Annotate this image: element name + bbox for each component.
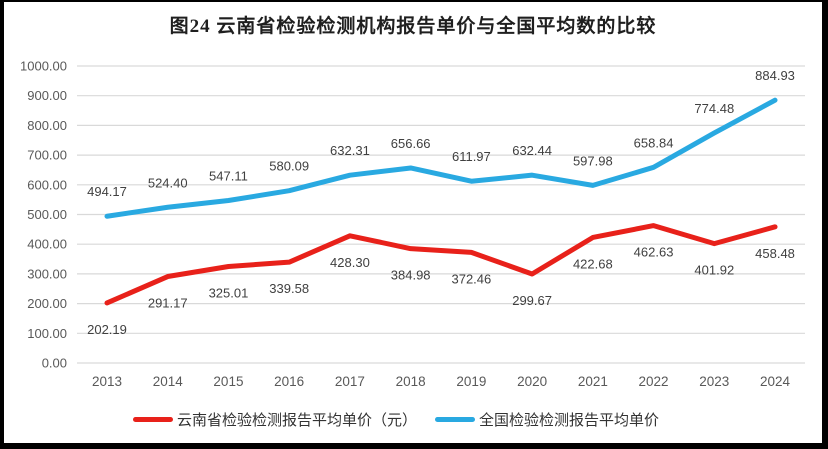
svg-text:372.46: 372.46 — [451, 271, 491, 286]
svg-text:2021: 2021 — [578, 374, 608, 389]
svg-text:384.98: 384.98 — [391, 268, 431, 283]
chart-title: 图24 云南省检验检测机构报告单价与全国平均数的比较 — [169, 16, 657, 37]
svg-text:600.00: 600.00 — [27, 177, 67, 192]
svg-text:700.00: 700.00 — [27, 148, 67, 163]
svg-text:2020: 2020 — [517, 374, 547, 389]
svg-text:300.00: 300.00 — [27, 266, 67, 281]
svg-text:800.00: 800.00 — [27, 118, 67, 133]
svg-text:656.66: 656.66 — [391, 136, 431, 151]
svg-text:339.58: 339.58 — [269, 281, 309, 296]
svg-text:611.97: 611.97 — [452, 149, 491, 164]
svg-text:2019: 2019 — [456, 374, 486, 389]
svg-text:580.09: 580.09 — [269, 159, 309, 174]
svg-text:658.84: 658.84 — [634, 135, 674, 150]
legend-label-national: 全国检验检测报告平均单价 — [479, 412, 660, 429]
svg-text:2016: 2016 — [274, 374, 304, 389]
svg-text:2014: 2014 — [153, 374, 184, 389]
svg-text:2024: 2024 — [760, 374, 791, 389]
svg-text:494.17: 494.17 — [87, 184, 127, 199]
svg-text:200.00: 200.00 — [27, 296, 67, 311]
svg-text:202.19: 202.19 — [87, 322, 127, 337]
svg-text:900.00: 900.00 — [27, 88, 67, 103]
svg-text:458.48: 458.48 — [755, 246, 795, 261]
legend-label-yunnan: 云南省检验检测报告平均单价（元） — [176, 412, 417, 429]
svg-text:524.40: 524.40 — [148, 175, 188, 190]
svg-text:1000.00: 1000.00 — [20, 59, 67, 74]
legend-item-yunnan: 云南省检验检测报告平均单价（元） — [132, 409, 417, 430]
legend-swatch-yunnan-line-icon — [132, 417, 173, 422]
svg-text:2013: 2013 — [92, 374, 122, 389]
svg-text:462.63: 462.63 — [634, 245, 674, 260]
svg-text:632.44: 632.44 — [512, 143, 552, 158]
svg-text:500.00: 500.00 — [27, 207, 67, 222]
svg-text:2015: 2015 — [213, 374, 243, 389]
svg-text:2018: 2018 — [396, 374, 426, 389]
svg-text:400.00: 400.00 — [27, 237, 67, 252]
svg-text:2023: 2023 — [699, 374, 729, 389]
svg-text:2017: 2017 — [335, 374, 365, 389]
svg-text:632.31: 632.31 — [330, 143, 370, 158]
svg-text:428.30: 428.30 — [330, 255, 370, 270]
line-chart-plot-area: 0.00 100.00 200.00 300.00 400.00 500.00 600.00… — [20, 59, 805, 389]
svg-text:299.67: 299.67 — [512, 293, 552, 308]
svg-text:401.92: 401.92 — [694, 263, 734, 278]
svg-text:884.93: 884.93 — [755, 68, 795, 83]
svg-text:291.17: 291.17 — [148, 296, 188, 311]
svg-text:0.00: 0.00 — [42, 356, 67, 371]
legend-item-national: 全国检验检测报告平均单价 — [435, 409, 659, 430]
svg-text:547.11: 547.11 — [209, 169, 248, 184]
svg-text:2022: 2022 — [639, 374, 669, 389]
svg-text:325.01: 325.01 — [209, 285, 249, 300]
svg-text:774.48: 774.48 — [694, 101, 734, 116]
svg-text:597.98: 597.98 — [573, 153, 613, 168]
svg-text:100.00: 100.00 — [27, 326, 67, 341]
svg-text:422.68: 422.68 — [573, 256, 613, 271]
chart-legend: 云南省检验检测报告平均单价（元） 全国检验检测报告平均单价 — [4, 409, 822, 430]
legend-swatch-national-line-icon — [435, 417, 475, 422]
